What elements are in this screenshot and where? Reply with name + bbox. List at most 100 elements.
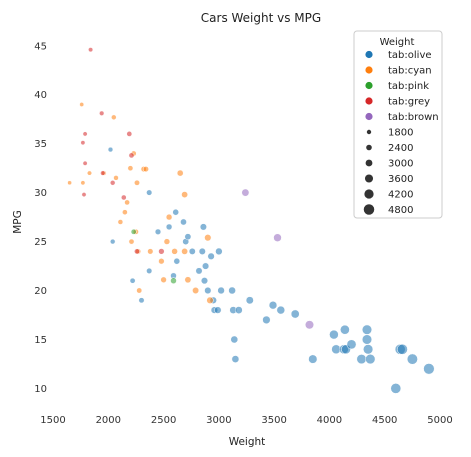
data-point [128,152,135,159]
data-point [80,140,86,146]
data-point [67,180,72,186]
data-point [124,199,130,206]
data-point [276,305,286,315]
data-point [305,320,314,330]
legend: Weight tab:olive tab:cyan tab:pink tab:grey… [353,30,443,219]
data-point [160,276,167,283]
data-point [214,306,222,314]
x-tick-label: 2500 [151,415,176,426]
data-point [206,296,214,304]
data-point [230,335,239,344]
data-point [172,208,179,216]
legend-title: Weight [380,37,415,48]
data-point [117,219,124,225]
x-tick-label: 3500 [261,415,286,426]
data-point [234,306,243,314]
data-point [356,354,367,365]
data-point [127,165,134,172]
data-point [329,329,339,340]
data-point [228,286,236,295]
legend-size-label: 2400 [388,143,413,154]
data-point [204,286,212,295]
y-tick-label: 35 [34,139,47,150]
data-point [134,248,140,255]
x-axis-title: Weight [229,436,266,448]
data-point [217,286,225,295]
data-point [241,188,250,197]
legend-size-marker [366,129,372,135]
data-point [99,110,105,116]
data-point [158,248,165,255]
data-point [423,363,435,375]
y-tick-label: 10 [34,384,47,395]
legend-size-label: 3600 [388,174,413,185]
data-point [146,267,153,274]
data-point [346,339,357,350]
legend-size-marker [364,189,374,199]
legend-label: tab:grey [388,97,430,108]
data-point [87,170,92,176]
data-point [204,234,212,242]
data-point [138,297,145,304]
x-tick-label: 3000 [206,415,231,426]
data-point [80,180,86,186]
legend-items: tab:olive tab:cyan tab:pink tab:grey tab:bro… [363,50,439,216]
legend-size-marker [363,204,375,215]
legend-marker [365,50,373,59]
x-tick-label: 5000 [427,415,452,426]
data-point [88,47,94,53]
data-point [126,131,133,137]
legend-label: tab:olive [388,50,432,61]
data-point [176,169,184,177]
data-point [199,223,207,231]
data-point [181,248,188,255]
y-tick-label: 30 [34,188,47,199]
data-point [154,228,162,235]
y-tick-label: 20 [34,286,47,297]
data-point [110,180,116,186]
data-point [134,179,140,186]
data-point [165,223,173,231]
legend-size-label: 4200 [388,190,413,201]
y-axis-title: MPG [12,210,24,234]
data-point [147,248,154,255]
data-point [100,170,106,176]
data-point [365,354,376,365]
data-point [195,267,203,275]
legend-marker [365,97,373,105]
data-point [129,277,136,284]
legend-size-marker [364,174,374,183]
data-point [192,287,200,294]
legend-size-marker [365,159,373,167]
data-point [82,160,88,166]
data-point [113,175,119,181]
data-point [245,296,254,305]
y-axis-ticks: 10 15 20 25 30 35 40 45 [34,41,47,395]
y-tick-label: 15 [34,335,47,346]
data-point [165,213,173,221]
data-point [215,247,223,256]
x-tick-label: 1500 [40,415,65,426]
y-tick-label: 40 [34,90,47,101]
data-point [181,191,188,198]
legend-label: tab:pink [388,81,429,92]
data-point [122,209,128,215]
data-point [146,189,153,196]
y-tick-label: 25 [34,237,47,248]
data-point [268,301,278,310]
data-point [82,131,88,137]
data-point [361,324,373,335]
legend-size-label: 4800 [388,205,413,216]
data-point [173,257,181,265]
data-point [397,343,408,355]
data-point [110,238,116,245]
data-point [262,315,271,324]
x-tick-label: 2000 [96,415,121,426]
data-point [390,383,402,394]
data-point [231,355,240,363]
data-point [111,114,117,121]
x-tick-label: 4000 [317,415,342,426]
data-point [163,238,171,245]
